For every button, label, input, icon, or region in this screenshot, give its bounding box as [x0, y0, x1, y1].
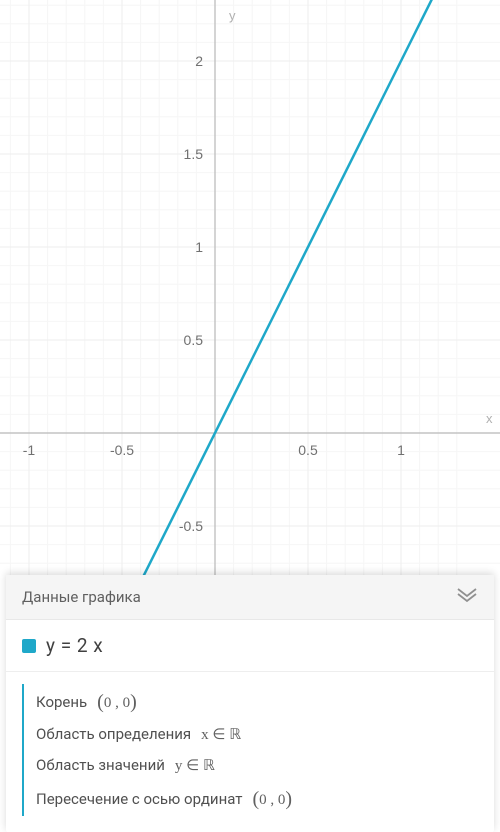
svg-text:y: y	[229, 8, 236, 23]
equation-text: y = 2 x	[46, 634, 103, 657]
property-value: x ∈ ℝ	[201, 725, 241, 744]
svg-text:1.5: 1.5	[184, 146, 204, 162]
graph-data-panel: Данные графика y = 2 x Корень (0 , 0) Обла…	[6, 575, 494, 832]
svg-text:2: 2	[195, 53, 203, 69]
series-color-swatch	[22, 639, 36, 653]
chart-area: -1 -0.5 0.5 1 -0.5 0.5 1 1.5 2 x y	[0, 0, 500, 575]
property-label: Область значений	[36, 756, 165, 774]
property-label: Корень	[36, 693, 87, 711]
panel-header[interactable]: Данные графика	[6, 575, 494, 620]
panel-title: Данные графика	[22, 588, 141, 606]
svg-text:1: 1	[195, 239, 203, 255]
property-row: Корень (0 , 0)	[36, 684, 478, 719]
chevron-down-icon	[456, 587, 478, 607]
property-value: y ∈ ℝ	[175, 756, 215, 775]
svg-text:-0.5: -0.5	[110, 442, 134, 458]
property-label: Область определения	[36, 725, 191, 743]
svg-text:0.5: 0.5	[184, 332, 204, 348]
chart-svg: -1 -0.5 0.5 1 -0.5 0.5 1 1.5 2 x y	[0, 0, 500, 575]
property-row: Область определения x ∈ ℝ	[36, 719, 478, 750]
properties-list: Корень(0 , 0)Область определенияx ∈ ℝОбл…	[22, 684, 478, 816]
svg-text:-0.5: -0.5	[179, 518, 203, 534]
property-value: (0 , 0)	[252, 787, 292, 810]
property-row: Область значений y ∈ ℝ	[36, 750, 478, 781]
property-label: Пересечение с осью ординат	[36, 790, 242, 808]
svg-text:1: 1	[397, 442, 405, 458]
svg-text:-1: -1	[23, 442, 36, 458]
svg-text:0.5: 0.5	[298, 442, 318, 458]
property-row: Пересечение с осью ординат (0 , 0)	[36, 781, 478, 816]
svg-text:x: x	[486, 411, 493, 426]
property-value: (0 , 0)	[97, 690, 137, 713]
equation-row[interactable]: y = 2 x	[6, 620, 494, 672]
